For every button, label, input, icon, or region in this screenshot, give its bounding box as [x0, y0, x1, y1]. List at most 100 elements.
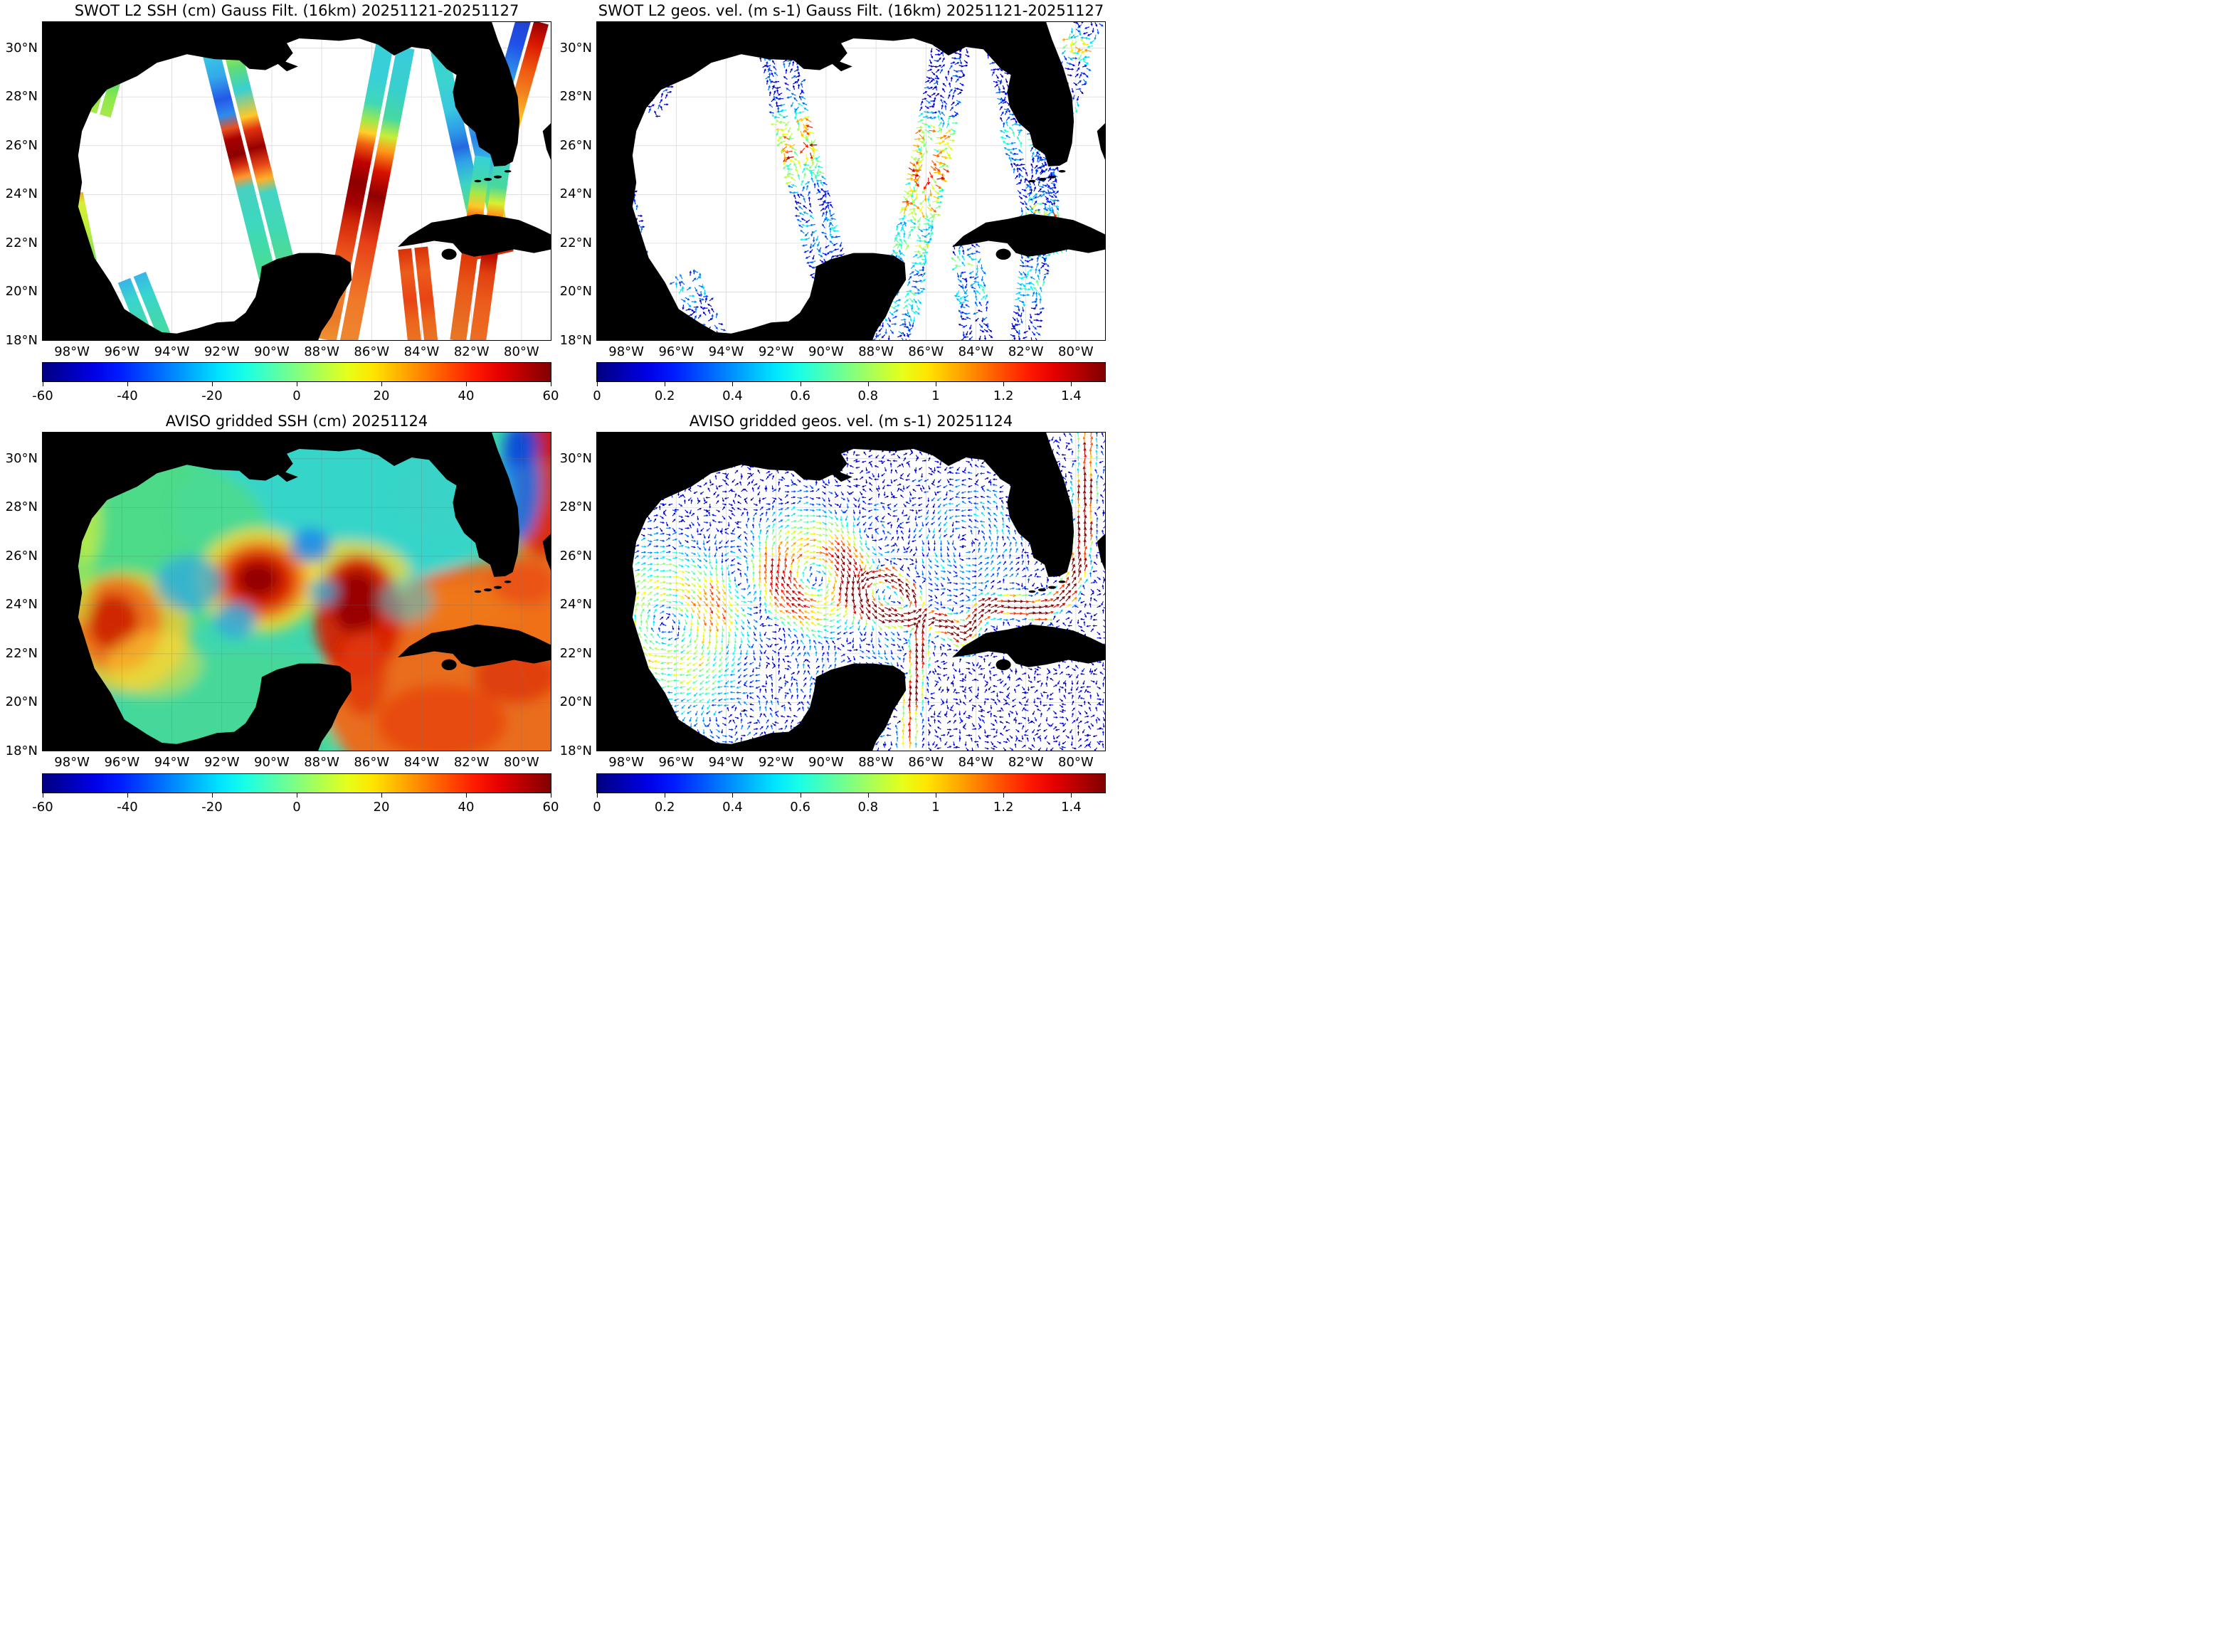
x-tick-label: 88°W [858, 755, 894, 770]
x-tick-label: 94°W [708, 344, 744, 359]
y-tick-label: 20°N [559, 284, 592, 300]
colorbar-tick-label: 60 [542, 800, 559, 815]
swath-strip [133, 272, 171, 339]
land-islet [900, 277, 904, 285]
colorbar-tick-label: 0 [593, 388, 601, 403]
y-tick-label: 20°N [559, 694, 592, 710]
x-tick-label: 94°W [154, 344, 190, 359]
land-bahamas [542, 533, 551, 573]
ssh-feature-eddy-90W-core [236, 561, 280, 598]
colorbar-tick-label: -40 [117, 388, 138, 403]
y-tick-label: 26°N [559, 548, 592, 563]
colorbar-swot-vel [596, 362, 1106, 382]
x-tick-label: 86°W [908, 344, 944, 359]
y-tick-label: 20°N [5, 284, 38, 300]
land-north-america [42, 432, 520, 751]
y-tick-label: 24°N [5, 597, 38, 613]
y-tick-label: 28°N [5, 499, 38, 515]
colorbar-tick [466, 382, 467, 386]
colorbar-tick-label: 1 [931, 388, 940, 403]
y-tick-label: 24°N [559, 597, 592, 613]
colorbar-tick-label: 20 [373, 800, 390, 815]
colorbar-tick [1003, 382, 1005, 386]
colorbar-tick-label: -20 [201, 800, 223, 815]
panel-title-aviso-vel: AVISO gridded geos. vel. (m s-1) 2025112… [689, 413, 1013, 430]
colorbar-tick [732, 382, 734, 386]
colorbar-swot-ssh [42, 362, 551, 382]
x-tick-label: 86°W [354, 344, 390, 359]
x-tick-label: 80°W [1058, 344, 1094, 359]
colorbar-tick [127, 382, 128, 386]
x-tick-label: 88°W [858, 344, 894, 359]
colorbar-tick-label: 0.8 [857, 388, 879, 403]
x-tick-label: 84°W [403, 344, 440, 359]
axes-spine [596, 21, 1106, 341]
swath-strip [223, 47, 297, 275]
colorbar-tick-label: 1.4 [1061, 388, 1082, 403]
y-tick-label: 26°N [559, 137, 592, 153]
ssh-feature-loop-core [332, 570, 382, 635]
land-islet [441, 248, 457, 260]
y-tick-label: 18°N [5, 333, 38, 348]
y-tick-label: 22°N [559, 645, 592, 661]
land-islet [1028, 179, 1036, 183]
x-tick-label: 96°W [658, 755, 694, 770]
map-swot-ssh [42, 21, 551, 341]
colorbar-tick-label: 1.2 [993, 388, 1014, 403]
colorbar-tick [867, 793, 869, 798]
land-islet [504, 581, 512, 583]
colorbar-tick-label: 0.4 [722, 800, 743, 815]
x-tick-label: 94°W [154, 755, 190, 770]
x-tick-label: 80°W [1058, 755, 1094, 770]
land-cuba [952, 213, 1106, 257]
colorbar-tick-label: 0.4 [722, 388, 743, 403]
land-islet [995, 659, 1011, 671]
colorbar-tick [127, 793, 128, 798]
colorbar-aviso-ssh [42, 773, 551, 793]
colorbar-tick-label: 60 [542, 388, 559, 403]
land-mask [42, 432, 551, 751]
colorbar-tick [212, 793, 213, 798]
ssh-feature-low-east-florida-n [504, 432, 539, 467]
x-tick-label: 94°W [708, 755, 744, 770]
land-islet [1047, 586, 1057, 589]
land-islet [474, 590, 482, 593]
ssh-anomaly-features [47, 432, 551, 751]
colorbar-tick-label: -60 [32, 388, 53, 403]
swath-strip [203, 52, 277, 280]
y-tick-label: 18°N [5, 743, 38, 758]
colorbar-tick [1003, 793, 1005, 798]
map-aviso-vel [596, 432, 1106, 751]
colorbar-tick [212, 382, 213, 386]
swath-strip [339, 46, 415, 341]
y-tick-label: 20°N [5, 694, 38, 710]
x-tick-label: 82°W [453, 755, 490, 770]
land-islet [1047, 175, 1057, 179]
map-aviso-ssh [42, 432, 551, 751]
y-tick-label: 30°N [559, 450, 592, 466]
colorbar-tick [466, 793, 467, 798]
y-tick-label: 24°N [559, 186, 592, 202]
y-tick-label: 18°N [559, 743, 592, 758]
land-mask [596, 432, 1106, 751]
land-bahamas [542, 122, 551, 162]
land-islet [493, 586, 502, 589]
x-tick-label: 96°W [104, 344, 140, 359]
panel-title-aviso-ssh: AVISO gridded SSH (cm) 20251124 [165, 413, 428, 430]
x-tick-label: 92°W [758, 755, 794, 770]
x-tick-label: 98°W [608, 755, 644, 770]
colorbar-tick [381, 382, 382, 386]
x-tick-label: 92°W [204, 344, 240, 359]
colorbar-aviso-vel [596, 773, 1106, 793]
swath-strip [414, 246, 438, 341]
land-islet [483, 588, 492, 592]
map-swot-vel [596, 21, 1106, 341]
land-islet [1058, 170, 1066, 173]
ssh-feature-low-93W [155, 555, 223, 611]
colorbar-tick-label: 0.2 [654, 388, 675, 403]
land-islet [1037, 588, 1047, 592]
y-tick-label: 22°N [5, 235, 38, 250]
colorbar-tick [381, 793, 382, 798]
colorbar-tick-label: 0 [593, 800, 601, 815]
land-islet [474, 179, 482, 183]
